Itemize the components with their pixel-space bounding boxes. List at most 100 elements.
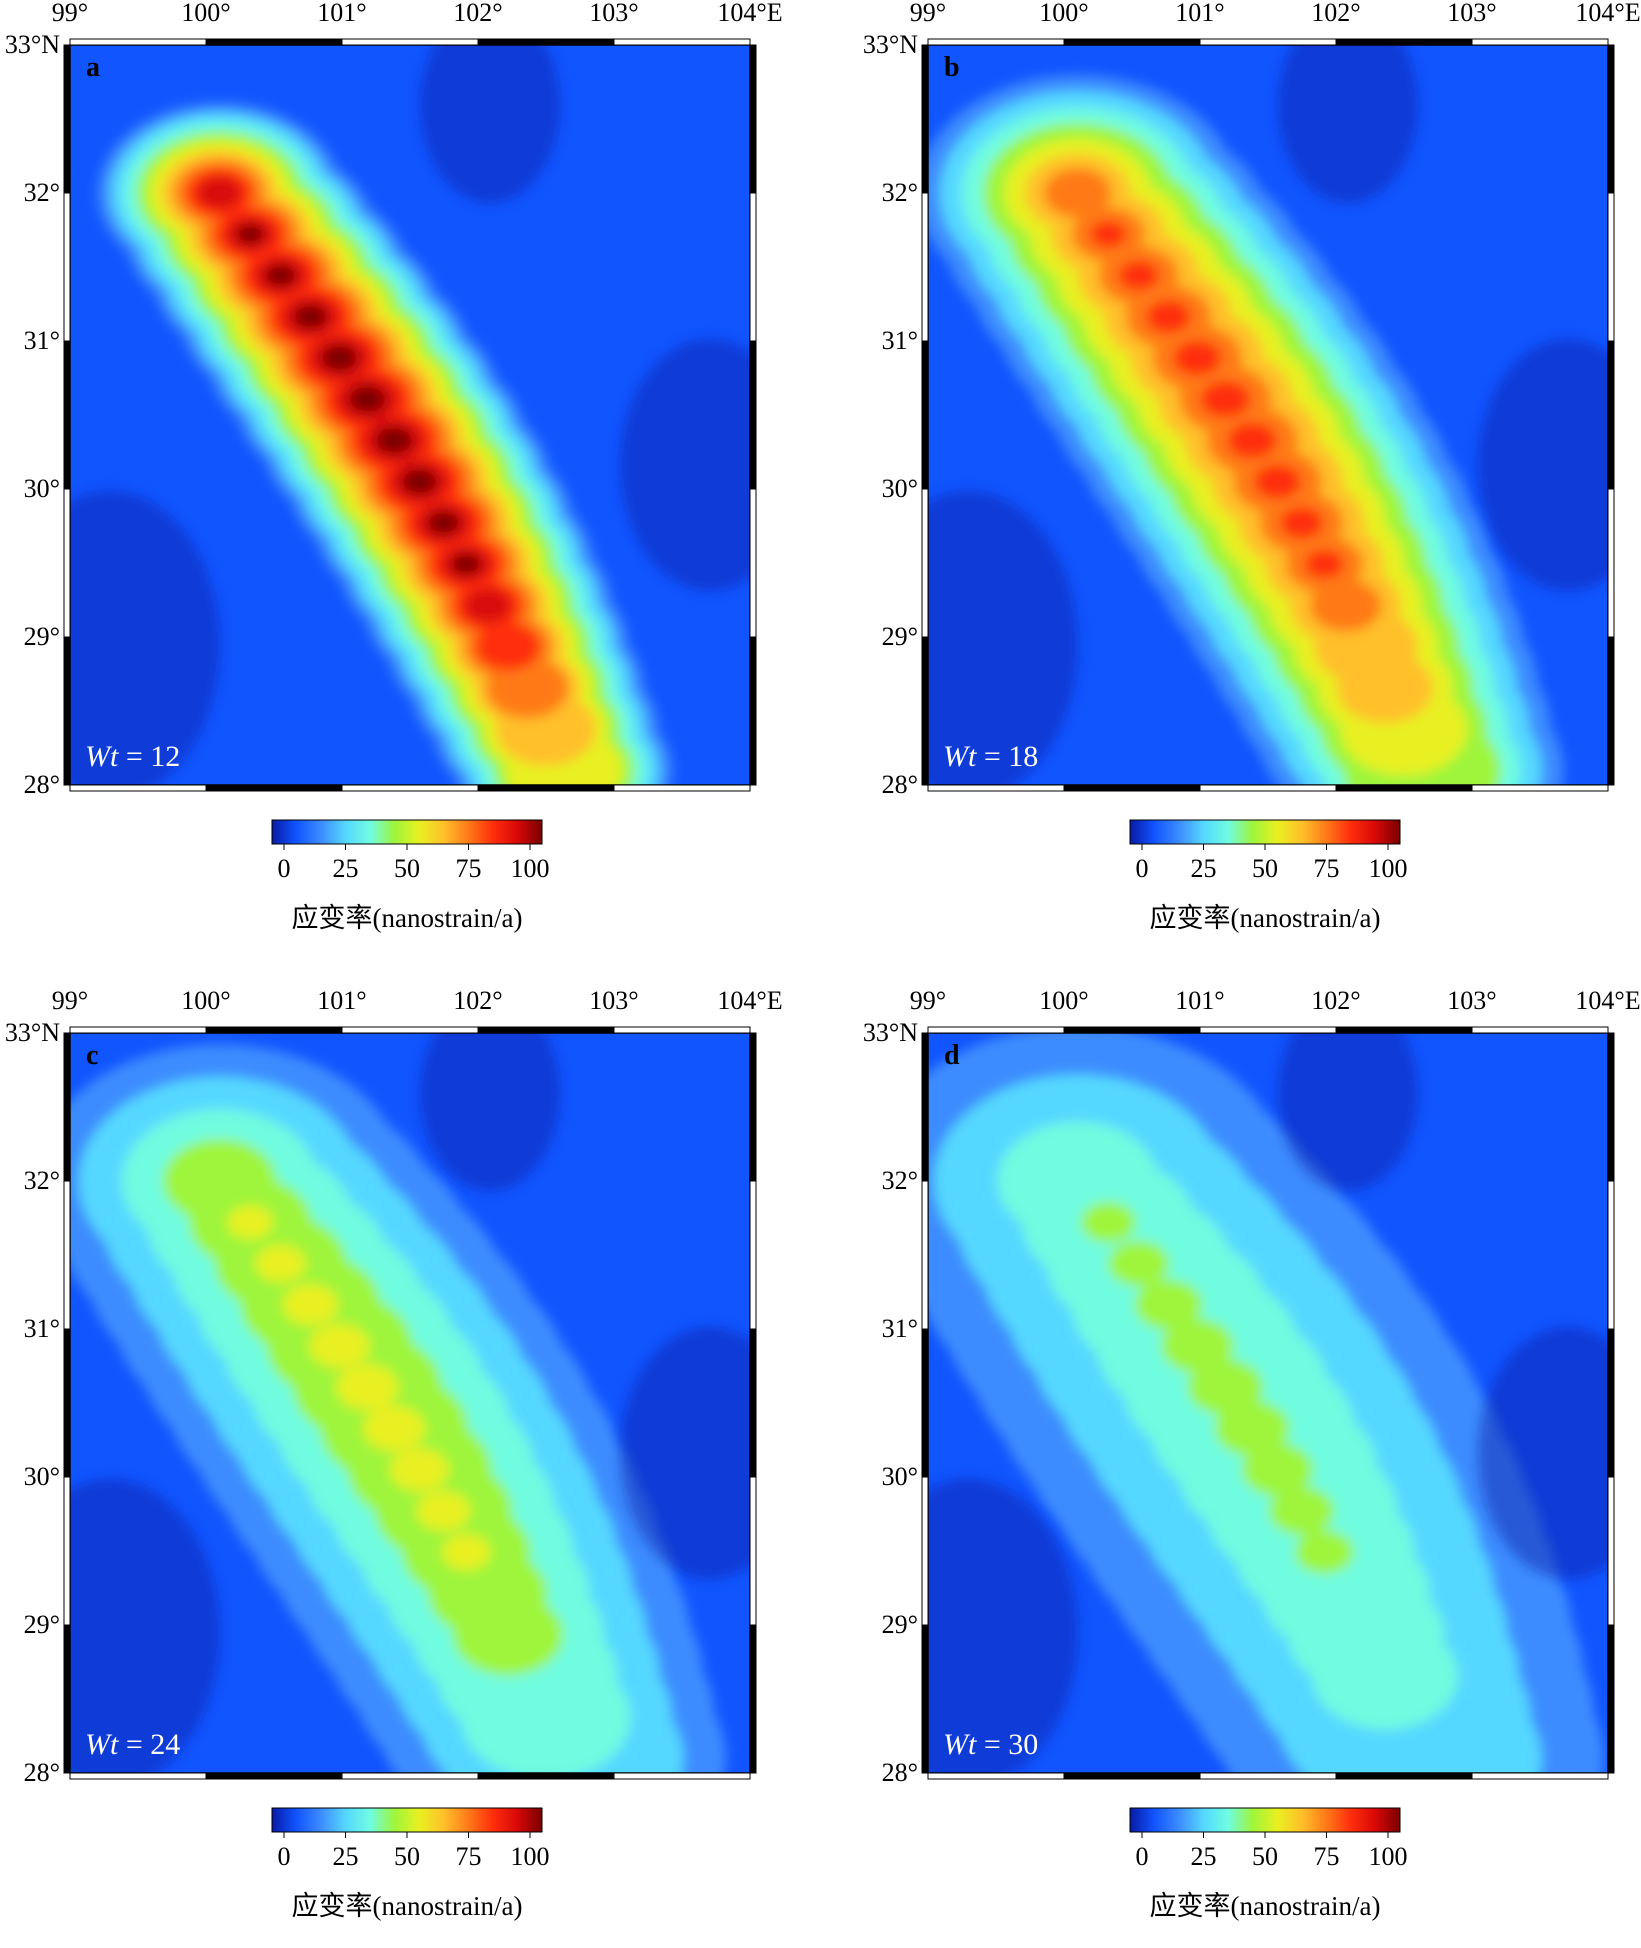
wt-value: = 30	[983, 1728, 1039, 1761]
map-panel-c: c Wt = 24 99° 100° 101° 102° 103° 104°E 33°N 32…	[0, 988, 800, 1948]
low-strain-zone	[1478, 339, 1608, 591]
map-frame	[921, 38, 1615, 792]
longitude-tick-label: 102°	[453, 0, 503, 27]
latitude-tick-label: 30°	[881, 1462, 918, 1491]
colorbar-tick-label: 75	[1313, 854, 1340, 883]
wt-label: Wt = 30	[943, 1728, 1038, 1762]
wt-value: = 18	[983, 740, 1039, 773]
latitude-tick-label: 29°	[23, 622, 60, 651]
colorbar-tick-label: 50	[394, 1842, 420, 1871]
longitude-tick-label: 102°	[453, 986, 503, 1015]
wt-label: Wt = 12	[85, 740, 180, 774]
colorbar-tick-label: 75	[1313, 1842, 1340, 1871]
map-panel-b: b Wt = 18 99° 100° 101° 102° 103° 104°E 33°N 32…	[858, 0, 1641, 960]
latitude-tick-label: 33°N	[862, 30, 918, 59]
longitude-tick-label: 100°	[1039, 0, 1089, 27]
longitude-tick-label: 101°	[317, 0, 367, 27]
colorbar-tick-label: 100	[1368, 854, 1408, 883]
latitude-tick-label: 30°	[23, 474, 60, 503]
map-panel-a: a Wt = 12 99° 100° 101° 102° 103° 104°E 33°N 32…	[0, 0, 800, 960]
map-frame	[63, 38, 757, 792]
colorbar-tick-label: 50	[1252, 854, 1278, 883]
contour-band	[236, 224, 481, 575]
latitude-tick-label: 28°	[23, 1758, 60, 1787]
longitude-tick-label: 101°	[317, 986, 367, 1015]
colorbar-tick-label: 75	[455, 1842, 482, 1871]
latitude-tick-label: 32°	[23, 1166, 60, 1195]
wt-label: Wt = 18	[943, 740, 1038, 774]
panel-letter: c	[86, 1040, 99, 1071]
low-strain-zone	[620, 339, 750, 591]
low-strain-zone	[1478, 1327, 1608, 1579]
map-panel-d: d Wt = 30 99° 100° 101° 102° 103° 104°E 33°N 32…	[858, 988, 1641, 1948]
latitude-tick-label: 29°	[881, 1610, 918, 1639]
colorbar-title: 应变率(nanostrain/a)	[291, 903, 523, 933]
longitude-tick-label: 99°	[909, 986, 947, 1015]
colorbar-title: 应变率(nanostrain/a)	[291, 1891, 523, 1921]
longitude-tick-label: 104°E	[717, 986, 783, 1015]
colorbar-tick-label: 0	[1135, 854, 1149, 883]
colorbar	[271, 1807, 543, 1833]
longitude-tick-label: 104°E	[1575, 0, 1641, 27]
panel-letter: b	[944, 52, 960, 83]
colorbar-tick-label: 50	[394, 854, 420, 883]
longitude-tick-label: 102°	[1311, 986, 1361, 1015]
latitude-tick-label: 31°	[23, 326, 60, 355]
strain-rate-map	[63, 1026, 757, 1838]
colorbar-tick-label: 100	[1368, 1842, 1408, 1871]
latitude-tick-label: 28°	[881, 770, 918, 799]
latitude-tick-label: 28°	[23, 770, 60, 799]
wt-symbol: Wt	[943, 740, 977, 773]
colorbar-tick-label: 0	[1135, 1842, 1149, 1871]
low-strain-zone	[928, 1479, 1078, 1773]
colorbar	[271, 819, 543, 845]
low-strain-zone	[70, 491, 220, 785]
wt-symbol: Wt	[85, 1728, 119, 1761]
colorbar-title: 应变率(nanostrain/a)	[1149, 1891, 1381, 1921]
low-strain-zone	[620, 1327, 750, 1579]
longitude-tick-label: 104°E	[717, 0, 783, 27]
low-strain-zone	[420, 45, 560, 203]
latitude-tick-label: 29°	[881, 622, 918, 651]
strain-field	[928, 45, 1608, 785]
strain-field	[70, 45, 750, 785]
longitude-tick-label: 101°	[1175, 0, 1225, 27]
colorbar-tick-label: 100	[510, 854, 550, 883]
wt-value: = 24	[125, 1728, 181, 1761]
map-frame	[63, 1026, 757, 1780]
longitude-tick-label: 99°	[51, 986, 89, 1015]
colorbar-tick-label: 25	[332, 854, 359, 883]
low-strain-zone	[928, 491, 1078, 785]
latitude-tick-label: 32°	[881, 1166, 918, 1195]
low-strain-zone	[1278, 1033, 1418, 1191]
low-strain-zone	[70, 1479, 220, 1773]
strain-field	[928, 1033, 1608, 1773]
longitude-tick-label: 102°	[1311, 0, 1361, 27]
latitude-tick-label: 31°	[881, 1314, 918, 1343]
low-strain-zone	[420, 1033, 560, 1191]
colorbar-tick-label: 25	[1190, 1842, 1217, 1871]
colorbar-title: 应变率(nanostrain/a)	[1149, 903, 1381, 933]
colorbar-tick-label: 25	[1190, 854, 1217, 883]
longitude-tick-label: 103°	[589, 0, 639, 27]
contour-band	[1080, 1201, 1354, 1574]
contour-band	[1090, 220, 1344, 579]
longitude-tick-label: 103°	[1447, 986, 1497, 1015]
latitude-tick-label: 31°	[881, 326, 918, 355]
wt-value: = 12	[125, 740, 181, 773]
longitude-tick-label: 103°	[1447, 0, 1497, 27]
colorbar	[1129, 1807, 1401, 1833]
colorbar	[1129, 819, 1401, 845]
panel-letter: a	[86, 52, 100, 83]
latitude-tick-label: 29°	[23, 1610, 60, 1639]
wt-symbol: Wt	[85, 740, 119, 773]
longitude-tick-label: 101°	[1175, 986, 1225, 1015]
contour-band	[227, 1205, 491, 1571]
latitude-tick-label: 32°	[881, 178, 918, 207]
low-strain-zone	[1278, 45, 1418, 203]
longitude-tick-label: 100°	[181, 0, 231, 27]
latitude-tick-label: 30°	[881, 474, 918, 503]
longitude-tick-label: 100°	[1039, 986, 1089, 1015]
latitude-tick-label: 28°	[881, 1758, 918, 1787]
latitude-tick-label: 33°N	[4, 30, 60, 59]
